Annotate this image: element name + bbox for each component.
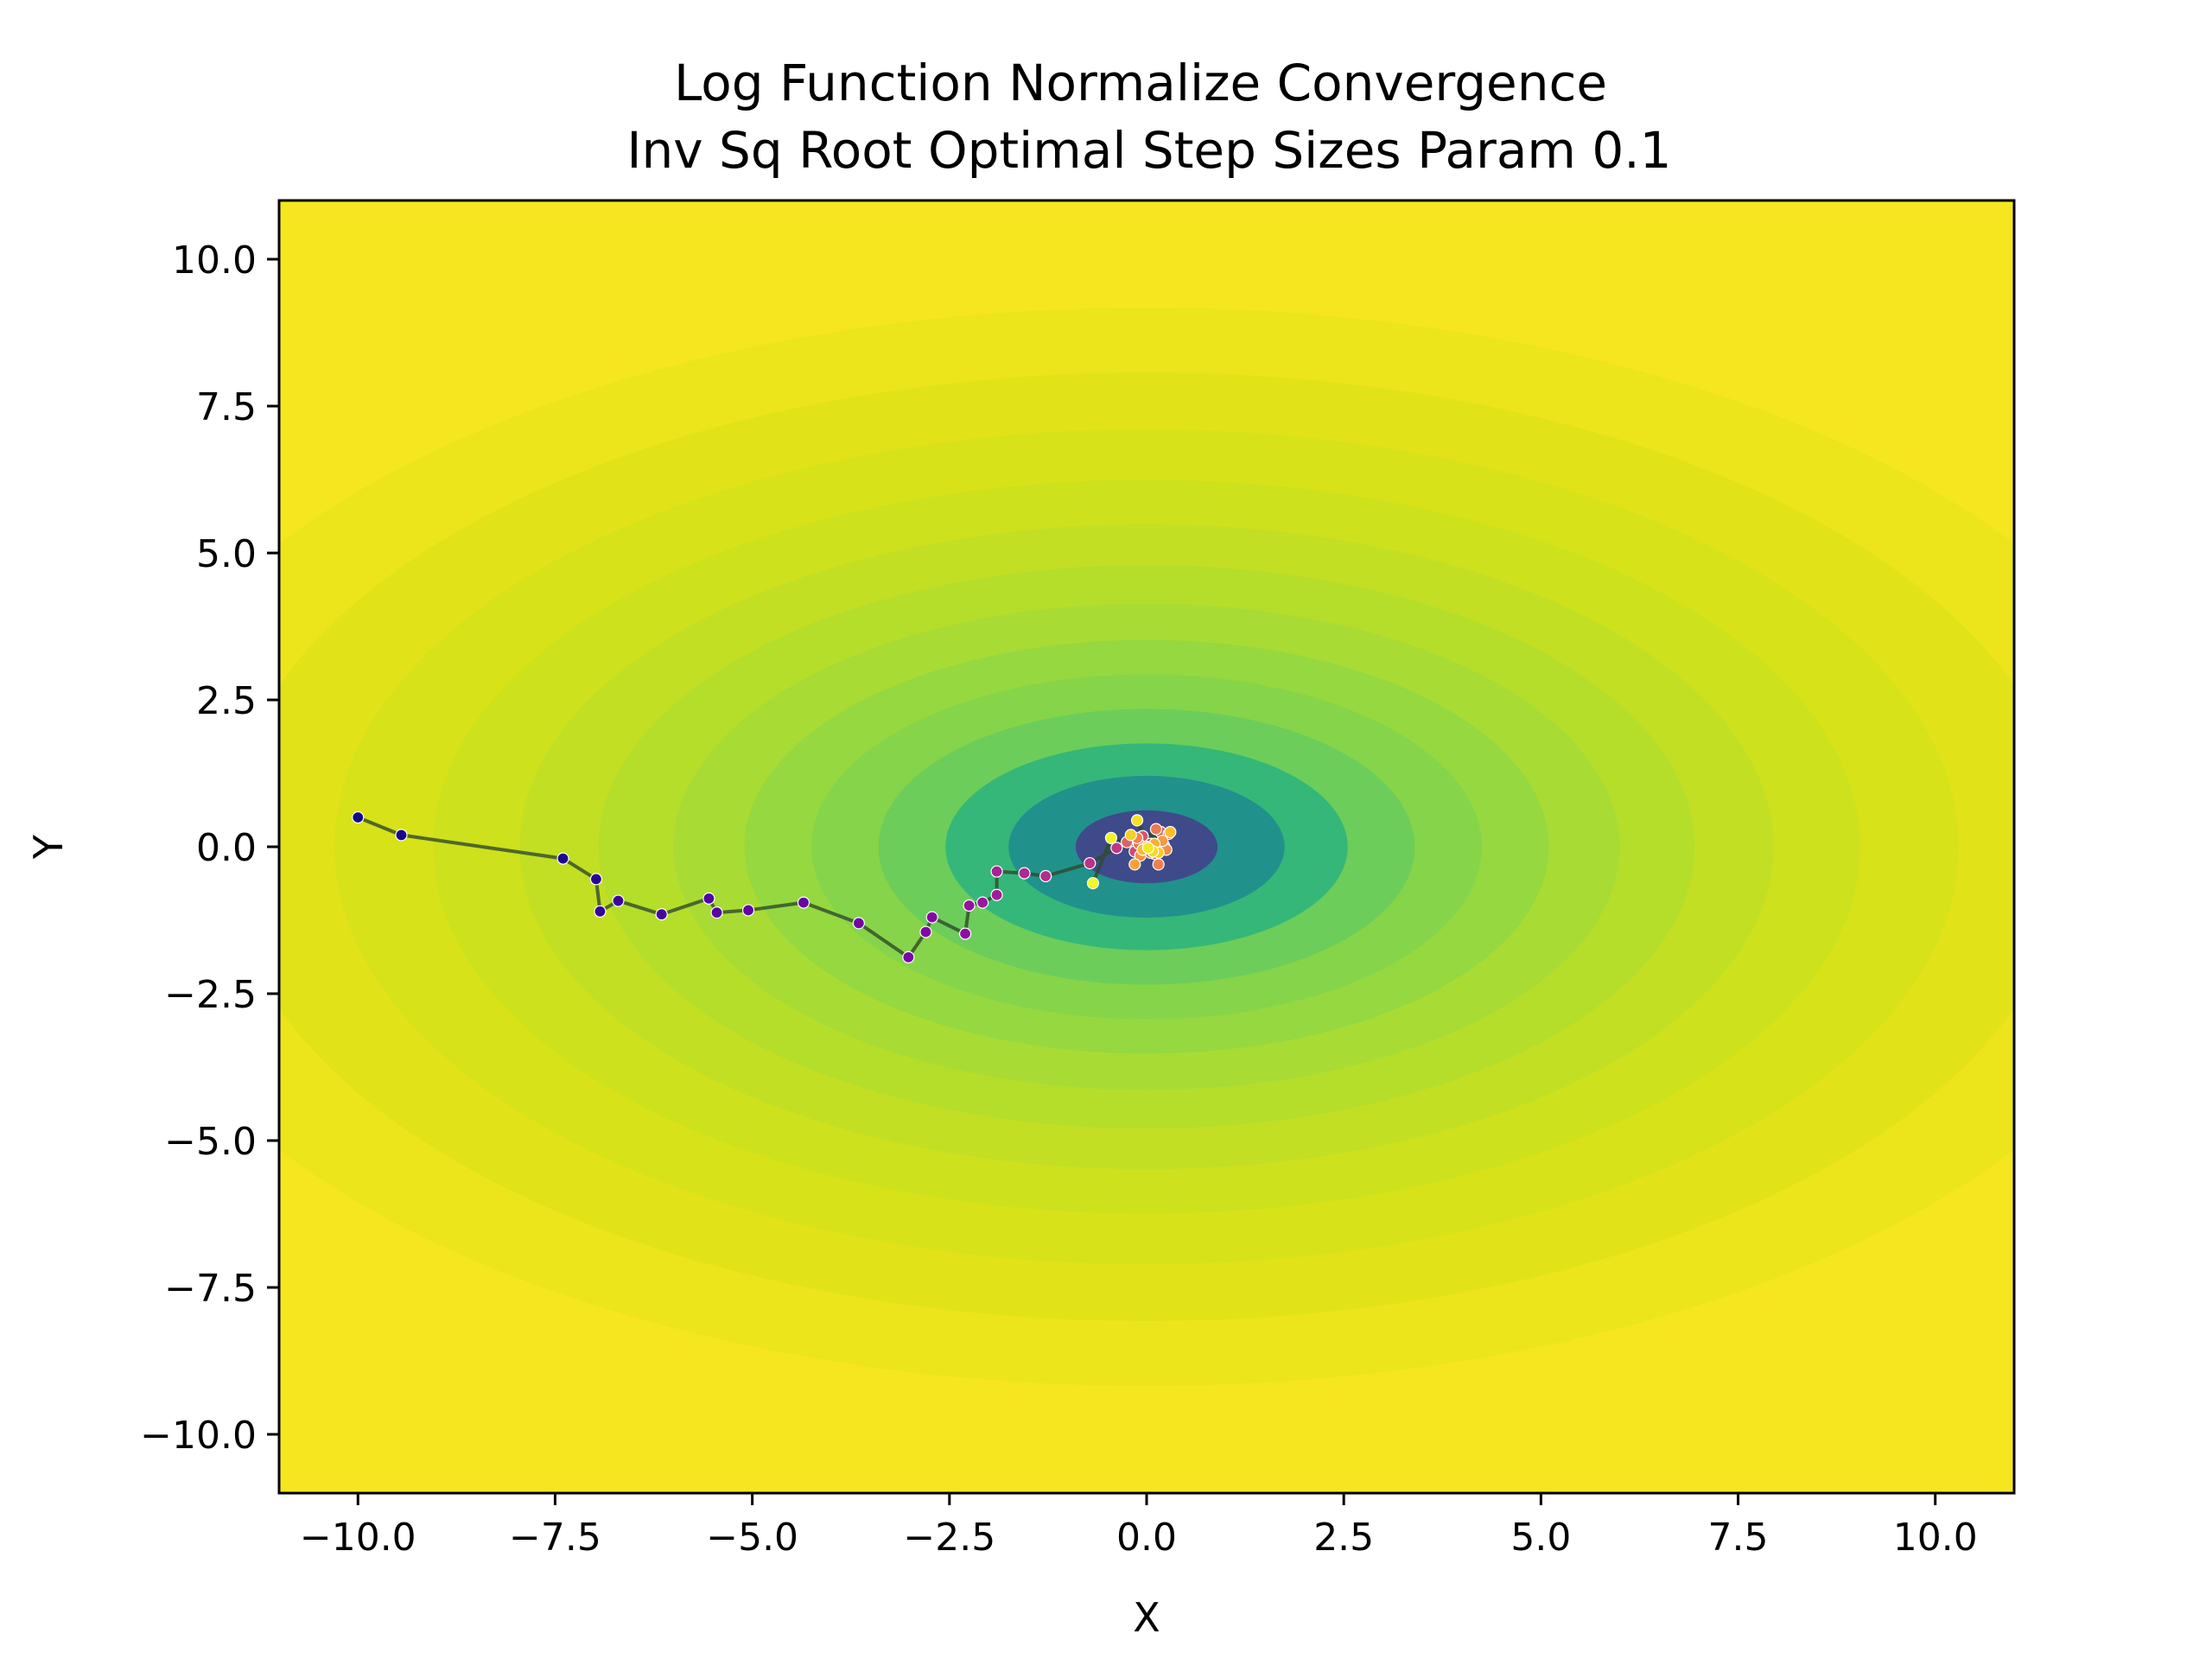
iterate-point xyxy=(990,888,1003,901)
x-tick-label: −7.5 xyxy=(509,1516,601,1560)
iterate-point xyxy=(963,899,976,912)
chart-title: Log Function Normalize Convergence xyxy=(674,54,1607,112)
iterate-point xyxy=(741,904,755,917)
y-tick-label: 7.5 xyxy=(196,385,257,429)
y-tick-label: −5.0 xyxy=(164,1120,257,1164)
x-axis: −10.0 −7.5 −5.0 −2.5 0.0 2.5 5.0 7.5 10.0 xyxy=(300,1493,1978,1560)
iterate-point xyxy=(1164,825,1177,839)
y-tick-label: −10.0 xyxy=(140,1414,257,1458)
y-tick-label: 0.0 xyxy=(196,826,257,870)
x-tick-label: 2.5 xyxy=(1313,1516,1374,1560)
iterate-point xyxy=(1084,856,1096,870)
iterate-point xyxy=(919,925,932,938)
iterate-point xyxy=(352,810,365,824)
y-tick-label: 5.0 xyxy=(196,532,257,576)
y-tick-label: 10.0 xyxy=(172,238,257,283)
iterate-point xyxy=(1110,842,1123,855)
x-tick-label: −2.5 xyxy=(903,1516,995,1560)
iterate-point xyxy=(395,829,408,842)
iterate-point xyxy=(1128,858,1141,871)
y-tick-label: 2.5 xyxy=(196,679,257,723)
iterate-point xyxy=(1086,877,1100,890)
y-tick-label: −7.5 xyxy=(164,1267,257,1311)
iterate-point xyxy=(990,865,1003,878)
x-tick-label: 0.0 xyxy=(1116,1516,1177,1560)
iterate-point xyxy=(1149,823,1163,836)
x-tick-label: 5.0 xyxy=(1510,1516,1571,1560)
y-tick-label: −2.5 xyxy=(164,973,257,1017)
x-tick-label: 7.5 xyxy=(1708,1516,1769,1560)
iterate-point xyxy=(655,908,668,921)
iterate-point xyxy=(1152,858,1165,871)
chart-subtitle: Inv Sq Root Optimal Step Sizes Param 0.1 xyxy=(626,121,1671,180)
iterate-point xyxy=(702,892,715,905)
iterate-point xyxy=(976,896,989,909)
iterate-point xyxy=(1130,814,1144,827)
iterate-point xyxy=(958,927,972,940)
x-tick-label: −5.0 xyxy=(706,1516,798,1560)
y-axis-label: Y xyxy=(25,834,72,860)
iterate-point xyxy=(1124,829,1137,842)
x-axis-label: X xyxy=(1133,1594,1160,1641)
iterate-point xyxy=(1018,867,1031,880)
iterate-point xyxy=(612,894,625,907)
iterate-point xyxy=(797,896,810,909)
x-tick-label: −10.0 xyxy=(300,1516,416,1560)
points-layer xyxy=(352,810,1177,963)
contour-layer xyxy=(279,234,2014,1459)
iterate-point xyxy=(1104,831,1118,844)
iterate-point xyxy=(1039,869,1052,883)
iterate-point xyxy=(902,950,915,963)
iterate-point xyxy=(594,905,607,918)
iterate-point xyxy=(556,852,569,865)
iterate-point xyxy=(925,911,938,924)
iterate-point xyxy=(589,873,603,886)
iterate-point xyxy=(852,917,865,930)
iterate-point xyxy=(1141,842,1154,855)
y-axis: −10.0 −7.5 −5.0 −2.5 0.0 2.5 5.0 7.5 10.0 xyxy=(140,238,279,1458)
iterate-point xyxy=(710,906,723,919)
x-tick-label: 10.0 xyxy=(1893,1516,1978,1560)
